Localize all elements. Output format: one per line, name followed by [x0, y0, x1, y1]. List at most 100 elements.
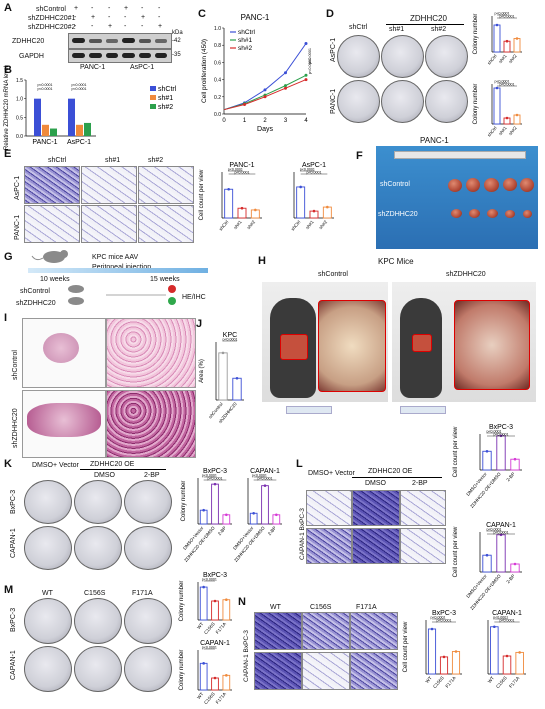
- tick-label: shCtrl: [218, 219, 229, 231]
- h-mouse-photo-2: [392, 282, 536, 402]
- sign-cell: +: [108, 23, 113, 30]
- sign-cell: -: [158, 14, 161, 21]
- tick-label: 0.6: [214, 60, 221, 66]
- bar: [513, 38, 521, 53]
- tick-label: 2: [263, 118, 267, 124]
- data-point: [515, 113, 519, 117]
- p-value-label: p<0.0001: [234, 170, 249, 174]
- n-micro-3: [350, 612, 398, 650]
- tick-label: 0: [222, 118, 226, 124]
- e-micro-5: [81, 205, 137, 243]
- sign-cell: -: [124, 14, 127, 21]
- e-micro-2: [81, 166, 137, 204]
- data-point: [485, 449, 489, 453]
- data-point: [499, 434, 503, 438]
- e-col-shctrl: shCtrl: [48, 157, 67, 164]
- bar: [232, 377, 242, 401]
- e-micro-4: [24, 205, 80, 243]
- sign-cell: +: [124, 5, 129, 12]
- bar: [261, 485, 269, 525]
- data-point: [225, 674, 228, 677]
- p-value-label: p<0.0001: [499, 82, 514, 86]
- tick-label: 2-BP: [505, 573, 515, 584]
- data-point: [263, 95, 267, 99]
- bar: [493, 87, 501, 125]
- p-value-label: p<0.0001: [71, 83, 86, 87]
- l-col-dmso: DMSO: [365, 480, 386, 487]
- e-micro-3: [138, 166, 194, 204]
- data-point: [240, 206, 244, 210]
- panel-label-d: D: [326, 8, 334, 20]
- panel-label-e: E: [4, 148, 12, 160]
- panel-label-k: K: [4, 458, 12, 470]
- h-col-shcontrol: shControl: [318, 271, 348, 278]
- marker-35: -35: [172, 52, 181, 58]
- data-point: [485, 553, 489, 557]
- i-he-3: [22, 390, 106, 458]
- x-axis-label: Days: [257, 126, 273, 133]
- l-micro-5: [352, 528, 400, 564]
- bar: [322, 206, 332, 219]
- tick-label: sh#2: [246, 219, 256, 230]
- data-point: [202, 585, 205, 589]
- y-axis-label: Relative ZDHHC20 mRNA level: [4, 66, 10, 150]
- tick-label: 1.5: [16, 78, 23, 84]
- data-point: [213, 482, 217, 486]
- tick-label: 0.4: [214, 78, 221, 84]
- m-dish-6: [124, 646, 172, 692]
- sign-cell: -: [74, 14, 77, 21]
- tick-label: F171A: [215, 691, 227, 704]
- i-row-shcontrol: shControl: [12, 350, 19, 380]
- data-point: [235, 376, 239, 380]
- chart-title: KPC: [223, 332, 237, 339]
- tick-label: sh#1: [233, 219, 243, 230]
- bar: [76, 124, 83, 136]
- bar: [427, 628, 437, 675]
- p-value-label: p<0.0001: [252, 473, 267, 477]
- sign-cell: -: [108, 14, 111, 21]
- legend-swatch: [150, 86, 156, 91]
- bar: [222, 514, 231, 525]
- data-point: [225, 598, 228, 602]
- chart-title: CAPAN-1: [200, 640, 230, 647]
- tick-label: WT: [487, 675, 495, 684]
- data-point: [304, 73, 308, 77]
- he-dots: [106, 285, 176, 305]
- k-dish-2: [74, 480, 122, 524]
- cell-label-aspc1: AsPC-1: [130, 64, 155, 71]
- data-point: [304, 41, 308, 45]
- data-point: [213, 599, 217, 603]
- h-mouse-photo-1: [262, 282, 388, 402]
- data-point: [263, 88, 267, 92]
- m-dish-4: [24, 646, 72, 692]
- chart-d-aspc1: shCtrl sh#1 sh#2 Colony number p<0.0001p<0.0…: [473, 11, 522, 66]
- l-micro-1: [306, 490, 352, 526]
- f-tumor-photo: [376, 146, 538, 249]
- l-micro-6: [400, 528, 446, 564]
- bar: [211, 600, 219, 621]
- tick-label: 1.0: [16, 97, 23, 103]
- tick-label: 1: [243, 118, 247, 124]
- i-row-shzdhhc20: shZDHHC20: [12, 408, 19, 448]
- n-col-f171a: F171A: [356, 604, 377, 611]
- y-axis-label: Cell count per view: [403, 621, 409, 672]
- bar: [439, 656, 449, 675]
- chart-title: PANC-1: [241, 13, 270, 22]
- data-point: [243, 103, 246, 107]
- sign-cell: -: [141, 23, 144, 30]
- sign-cell: +: [74, 5, 79, 12]
- sign-cell: -: [141, 5, 144, 12]
- panel-label-l: L: [296, 458, 303, 470]
- chart-d-panc1: shCtrl sh#1 sh#2 Colony number p<0.0001p<0.0…: [473, 79, 522, 138]
- g-timeline: [28, 268, 208, 273]
- data-point: [495, 23, 499, 27]
- d-dish-3: [425, 35, 468, 78]
- m-col-c156s: C156S: [84, 590, 106, 597]
- tick-label: WT: [196, 691, 204, 700]
- tick-label: C156S: [432, 675, 445, 689]
- bar: [502, 655, 512, 675]
- data-point: [252, 511, 255, 515]
- y-axis-label: Cell count per view: [453, 526, 459, 577]
- k-row-bxpc3: BxPC-3: [10, 489, 17, 514]
